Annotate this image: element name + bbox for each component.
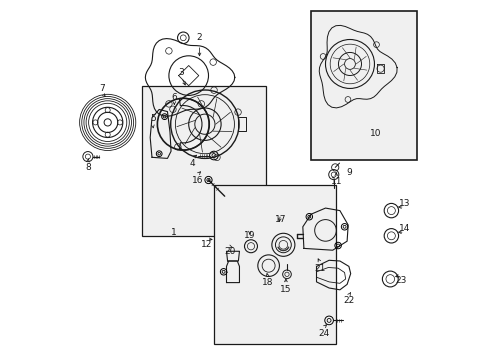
- Text: 18: 18: [262, 278, 273, 287]
- Text: 8: 8: [85, 163, 91, 172]
- Text: 24: 24: [317, 328, 328, 338]
- Bar: [310, 11, 416, 160]
- Text: 13: 13: [398, 199, 409, 208]
- Text: 21: 21: [314, 264, 325, 273]
- Bar: [213, 185, 336, 344]
- Text: 23: 23: [395, 276, 406, 285]
- Text: 4: 4: [189, 159, 195, 168]
- Text: 19: 19: [244, 231, 255, 240]
- Text: 14: 14: [398, 224, 409, 233]
- Text: 2: 2: [196, 33, 202, 42]
- Text: 20: 20: [224, 248, 235, 256]
- Text: 22: 22: [343, 296, 354, 305]
- Bar: [142, 86, 265, 236]
- Text: 15: 15: [280, 285, 291, 294]
- Text: 12: 12: [201, 240, 212, 249]
- Text: 10: 10: [369, 129, 381, 138]
- Text: 11: 11: [330, 177, 341, 186]
- Text: 1: 1: [171, 228, 177, 237]
- Text: 17: 17: [274, 215, 285, 224]
- Text: 16: 16: [192, 176, 203, 185]
- Text: 7: 7: [99, 84, 105, 93]
- Text: 9: 9: [346, 168, 351, 177]
- Text: 6: 6: [171, 93, 177, 102]
- Text: 3: 3: [178, 68, 184, 77]
- Text: 5: 5: [149, 114, 155, 123]
